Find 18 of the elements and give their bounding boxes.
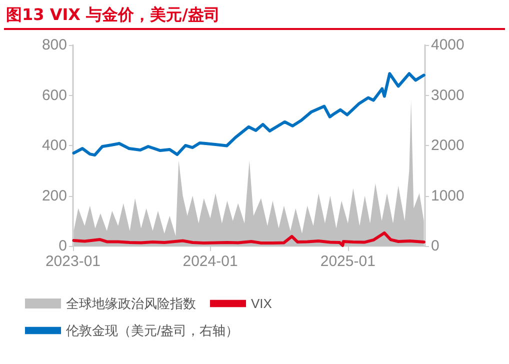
y2-tick-label: 4000 — [431, 36, 464, 54]
y-tick-label: 0 — [58, 238, 67, 254]
y-tick-label: 400 — [42, 137, 67, 154]
x-tick-label: 2024-01 — [182, 253, 238, 270]
y2-tick-label: 2000 — [431, 137, 464, 154]
y-tick-label: 800 — [42, 36, 67, 54]
line-series — [72, 72, 426, 157]
legend-label: 伦敦金现（美元/盎司，右轴） — [66, 323, 239, 338]
y2-tick-label: 0 — [431, 238, 440, 254]
y2-tick-label: 3000 — [431, 86, 464, 104]
legend-label: VIX — [251, 296, 272, 311]
y-tick-label: 200 — [42, 187, 67, 204]
x-tick-label: 2025-01 — [320, 253, 376, 270]
x-tick-label: 2023-01 — [45, 253, 101, 270]
y-tick-label: 600 — [42, 86, 67, 104]
chart-title: 图13 VIX 与金价，美元/盎司 — [4, 4, 505, 30]
legend-label: 全球地缘政治风险指数 — [66, 296, 196, 311]
y2-tick-label: 1000 — [431, 187, 464, 204]
